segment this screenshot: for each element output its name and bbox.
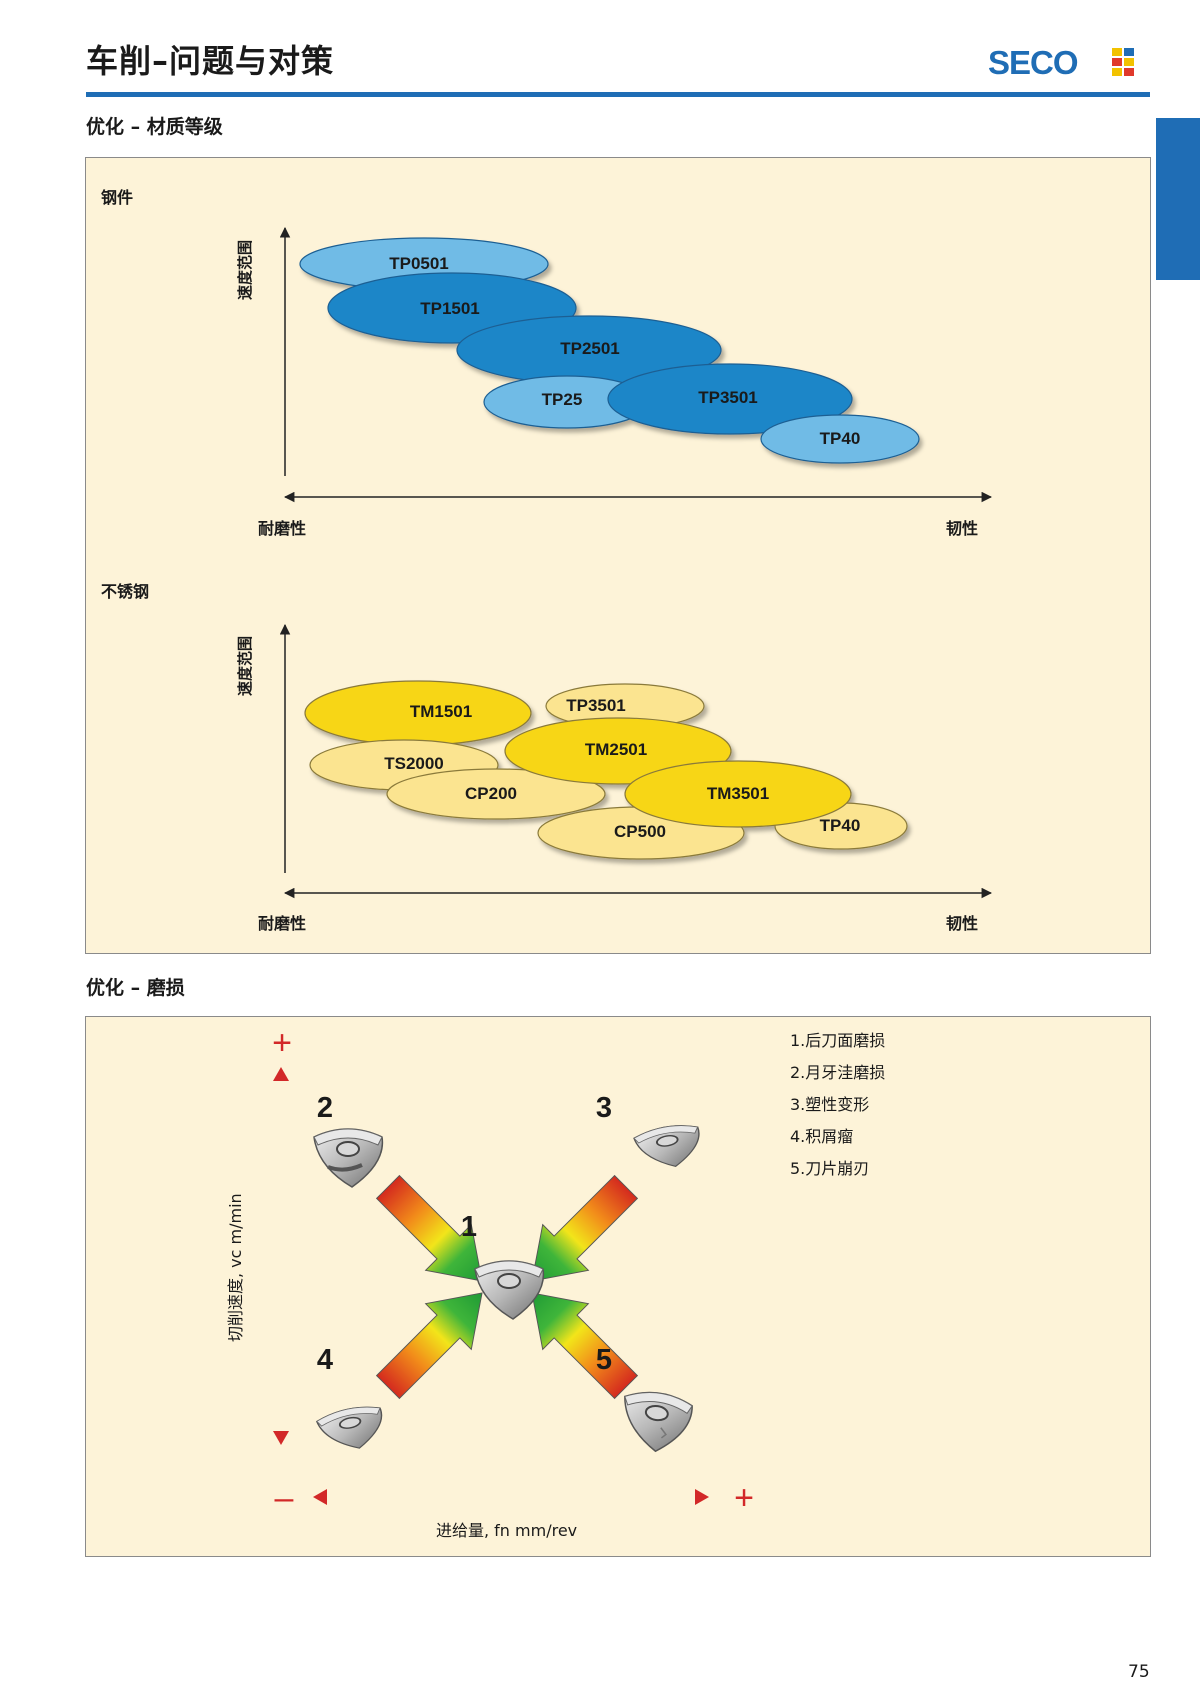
wear-number-5: 5 [596,1344,612,1376]
wear-diagram: + – + 2 3 1 4 5 [272,1024,754,1517]
legend-item-4: 4.积屑瘤 [790,1127,854,1146]
grade-label-tp25: TP25 [542,390,583,409]
stainless-x-right-label: 韧性 [946,914,979,933]
wear-number-4: 4 [317,1344,333,1376]
wear-number-3: 3 [596,1092,612,1124]
grade-label-cp500: CP500 [614,822,666,841]
insert-2-crater-wear [313,1128,384,1188]
page-number: 75 [1128,1662,1150,1682]
grade-label-ts2000: TS2000 [384,754,444,773]
grade-label-tp1501: TP1501 [420,299,480,318]
steel-x-left-label: 耐磨性 [258,519,307,538]
wear-number-2: 2 [317,1092,333,1124]
feed-plus-sign: + [734,1479,754,1517]
stainless-label: 不锈钢 [101,582,150,601]
steel-chart: TP0501 TP1501 TP2501 TP25 TP3501 TP40 TM… [279,226,993,899]
legend-item-2: 2.月牙洼磨损 [790,1063,886,1082]
chapter-tab [1156,118,1200,280]
speed-plus-sign: + [272,1024,292,1062]
wear-legend: 1.后刀面磨损 2.月牙洼磨损 3.塑性变形 4.积屑瘤 5.刀片崩刃 [790,1025,885,1185]
seco-logo: SECO [988,44,1134,80]
page-title: 车削–问题与对策 [86,42,335,80]
steel-label: 钢件 [101,188,134,207]
speed-axis-bottom-arrow [273,1431,289,1445]
steel-x-right-label: 韧性 [946,519,979,538]
insert-4-built-up-edge [314,1401,389,1457]
grade-tp40-ellipse [760,414,920,464]
grade-label-tp40-ss: TP40 [820,816,861,835]
feed-axis-label: 进给量, fn mm/rev [436,1521,578,1540]
grade-label-tp0501: TP0501 [389,254,449,273]
speed-axis-label: 切削速度, vc m/min [226,1193,245,1342]
feed-axis-right-arrow [695,1489,709,1505]
feed-minus-sign: – [275,1479,294,1517]
legend-item-3: 3.塑性变形 [790,1095,870,1114]
grade-label-tm3501: TM3501 [707,784,769,803]
wear-number-1: 1 [461,1211,477,1243]
insert-1-flank-wear [474,1260,545,1320]
grade-tm3501-ellipse [624,760,852,828]
legend-item-1: 1.后刀面磨损 [790,1031,886,1050]
section-title-grades: 优化 – 材质等级 [86,116,223,138]
feed-axis-left-arrow [313,1489,327,1505]
grade-label-tp40: TP40 [820,429,861,448]
grades-panel: 钢件 速度范围 耐磨性 韧性 TP0501 TP1501 TP2501 TP25… [85,157,1151,954]
brand-name: SECO [988,44,1078,80]
wear-panel: + – + 2 3 1 4 5 切削速度, vc m/min 进给量, fn m… [85,1016,1151,1557]
grade-tp3501-ellipse [607,363,853,435]
grade-label-tm1501: TM1501 [410,702,472,721]
stainless-x-left-label: 耐磨性 [258,914,307,933]
legend-item-5: 5.刀片崩刃 [790,1159,870,1178]
grade-label-tm2501: TM2501 [585,740,647,759]
section-title-wear: 优化 – 磨损 [86,977,185,999]
grade-cp200-ellipse [386,768,606,820]
insert-3-deformation [632,1120,706,1174]
grade-label-tp2501: TP2501 [560,339,620,358]
speed-axis-top-arrow [273,1067,289,1081]
stainless-y-axis-label: 速度范围 [236,635,254,696]
grade-label-tp3501-ss: TP3501 [566,696,626,715]
grade-label-cp200: CP200 [465,784,517,803]
grade-label-tp3501: TP3501 [698,388,758,407]
header-rule [86,92,1150,97]
insert-5-edge-chipping [616,1387,695,1457]
